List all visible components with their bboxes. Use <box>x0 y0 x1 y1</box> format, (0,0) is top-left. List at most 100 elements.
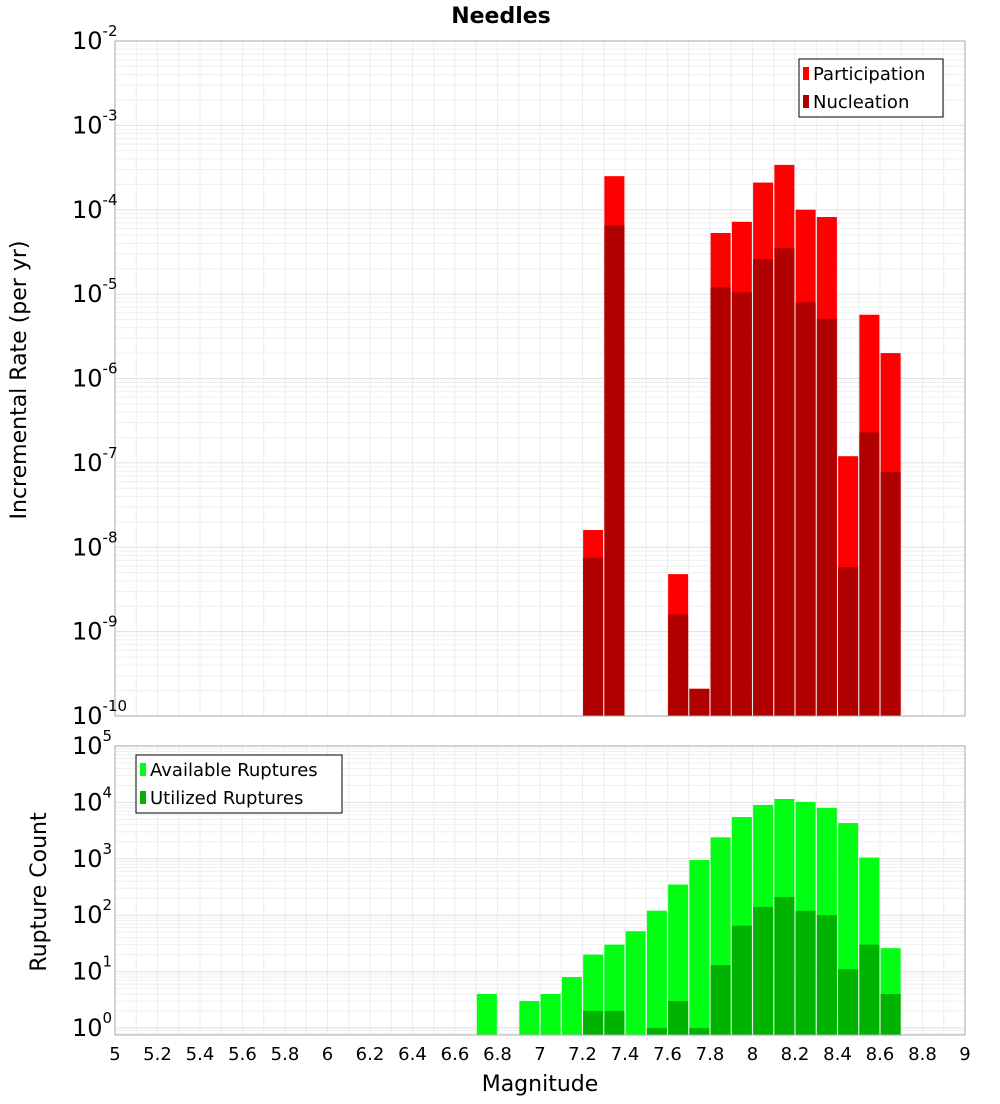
y-tick-base: 10 <box>72 27 103 55</box>
y-tick-exponent: -6 <box>103 360 118 378</box>
y-tick-base: 10 <box>72 449 103 477</box>
plot-frame <box>114 40 966 717</box>
bar <box>880 471 901 716</box>
bar <box>859 432 880 716</box>
bar <box>540 994 561 1035</box>
x-tick-label: 5.4 <box>186 1044 215 1065</box>
bar <box>646 910 667 1035</box>
y-tick-exponent: -2 <box>103 22 118 40</box>
bar <box>668 884 689 1035</box>
bar <box>583 1010 604 1035</box>
y-tick-base: 10 <box>72 958 103 986</box>
y-tick-label: 10-6 <box>72 360 118 393</box>
bar <box>604 1010 625 1035</box>
y-tick-base: 10 <box>72 280 103 308</box>
x-tick-label: 6.2 <box>356 1044 385 1065</box>
bar <box>731 925 752 1035</box>
bar <box>604 225 625 716</box>
bar <box>774 248 795 717</box>
legend-swatch <box>140 763 146 776</box>
legend-box <box>798 58 944 118</box>
bar <box>625 931 646 1035</box>
legend-label: Nucleation <box>813 92 909 113</box>
y-tick-exponent: 4 <box>103 783 113 801</box>
y-tick-exponent: -7 <box>103 444 118 462</box>
y-tick-base: 10 <box>72 1014 103 1042</box>
y-tick-label: 10-5 <box>72 275 118 308</box>
y-tick-exponent: -4 <box>103 191 118 209</box>
y-tick-base: 10 <box>72 788 103 816</box>
legend-swatch <box>803 67 809 80</box>
y-tick-base: 10 <box>72 702 103 730</box>
plot-frame <box>114 745 966 1036</box>
bar <box>646 1027 667 1035</box>
bar <box>753 259 774 716</box>
bar <box>519 1001 540 1035</box>
bar <box>753 906 774 1035</box>
bar <box>774 897 795 1035</box>
bar <box>838 567 859 716</box>
series-1 <box>583 897 901 1035</box>
bar <box>668 1001 689 1035</box>
y-tick-label: 10-8 <box>72 528 118 561</box>
bar <box>816 318 837 716</box>
y-tick-exponent: -8 <box>103 528 118 546</box>
x-tick-label: 5 <box>109 1044 120 1065</box>
top-y-axis-label: Incremental Rate (per yr) <box>7 241 32 520</box>
y-tick-base: 10 <box>72 732 103 760</box>
legend-label: Participation <box>813 64 925 85</box>
x-tick-label: 7.6 <box>653 1044 682 1065</box>
x-tick-label: 6.6 <box>441 1044 470 1065</box>
bar <box>795 910 816 1035</box>
y-tick-exponent: 1 <box>103 953 113 971</box>
bar <box>689 1027 710 1035</box>
bar <box>859 944 880 1035</box>
bar <box>880 994 901 1035</box>
x-tick-label: 5.6 <box>228 1044 257 1065</box>
legend-label: Utilized Ruptures <box>150 788 303 809</box>
bar <box>583 557 604 716</box>
x-tick-label: 8.2 <box>781 1044 810 1065</box>
bar <box>710 287 731 716</box>
x-tick-label: 8.4 <box>823 1044 852 1065</box>
y-tick-exponent: -3 <box>103 106 118 124</box>
y-tick-exponent: 2 <box>103 896 113 914</box>
y-tick-exponent: 5 <box>103 727 113 745</box>
bar <box>689 860 710 1035</box>
bottom-y-axis-label: Rupture Count <box>27 812 52 972</box>
x-tick-label: 6.8 <box>483 1044 512 1065</box>
y-tick-base: 10 <box>72 196 103 224</box>
y-tick-label: 10-4 <box>72 191 118 224</box>
y-tick-exponent: 0 <box>103 1009 113 1027</box>
bar <box>731 292 752 716</box>
x-tick-label: 7.2 <box>568 1044 597 1065</box>
x-tick-label: 7.8 <box>696 1044 725 1065</box>
y-tick-exponent: -5 <box>103 275 118 293</box>
legend: Available Ruptures Utilized Ruptures <box>135 754 343 814</box>
y-tick-label: 10-3 <box>72 106 118 139</box>
y-tick-base: 10 <box>72 901 103 929</box>
grid <box>114 41 966 717</box>
x-tick-label: 5.8 <box>271 1044 300 1065</box>
y-tick-base: 10 <box>72 533 103 561</box>
y-tick-base: 10 <box>72 365 103 393</box>
x-tick-label: 8 <box>747 1044 758 1065</box>
y-tick-label: 101 <box>72 953 112 986</box>
legend-box <box>135 754 343 814</box>
y-tick-base: 10 <box>72 845 103 873</box>
y-tick-base: 10 <box>72 111 103 139</box>
y-tick-label: 10-2 <box>72 22 118 55</box>
x-tick-label: 8.8 <box>908 1044 937 1065</box>
x-tick-label: 6.4 <box>398 1044 427 1065</box>
y-tick-label: 100 <box>72 1009 112 1042</box>
y-tick-label: 103 <box>72 840 112 873</box>
y-tick-label: 102 <box>72 896 112 929</box>
x-axis-ticks: 5 5.2 5.4 5.6 5.8 6 6.2 6.4 6.6 6.8 7 7.2 7.4 7.6 7.8 8… <box>109 1044 970 1065</box>
legend: Participation Nucleation <box>798 58 944 118</box>
y-tick-exponent: -9 <box>103 613 118 631</box>
bar <box>838 969 859 1035</box>
x-tick-label: 8.6 <box>866 1044 895 1065</box>
y-tick-label: 10-7 <box>72 444 118 477</box>
